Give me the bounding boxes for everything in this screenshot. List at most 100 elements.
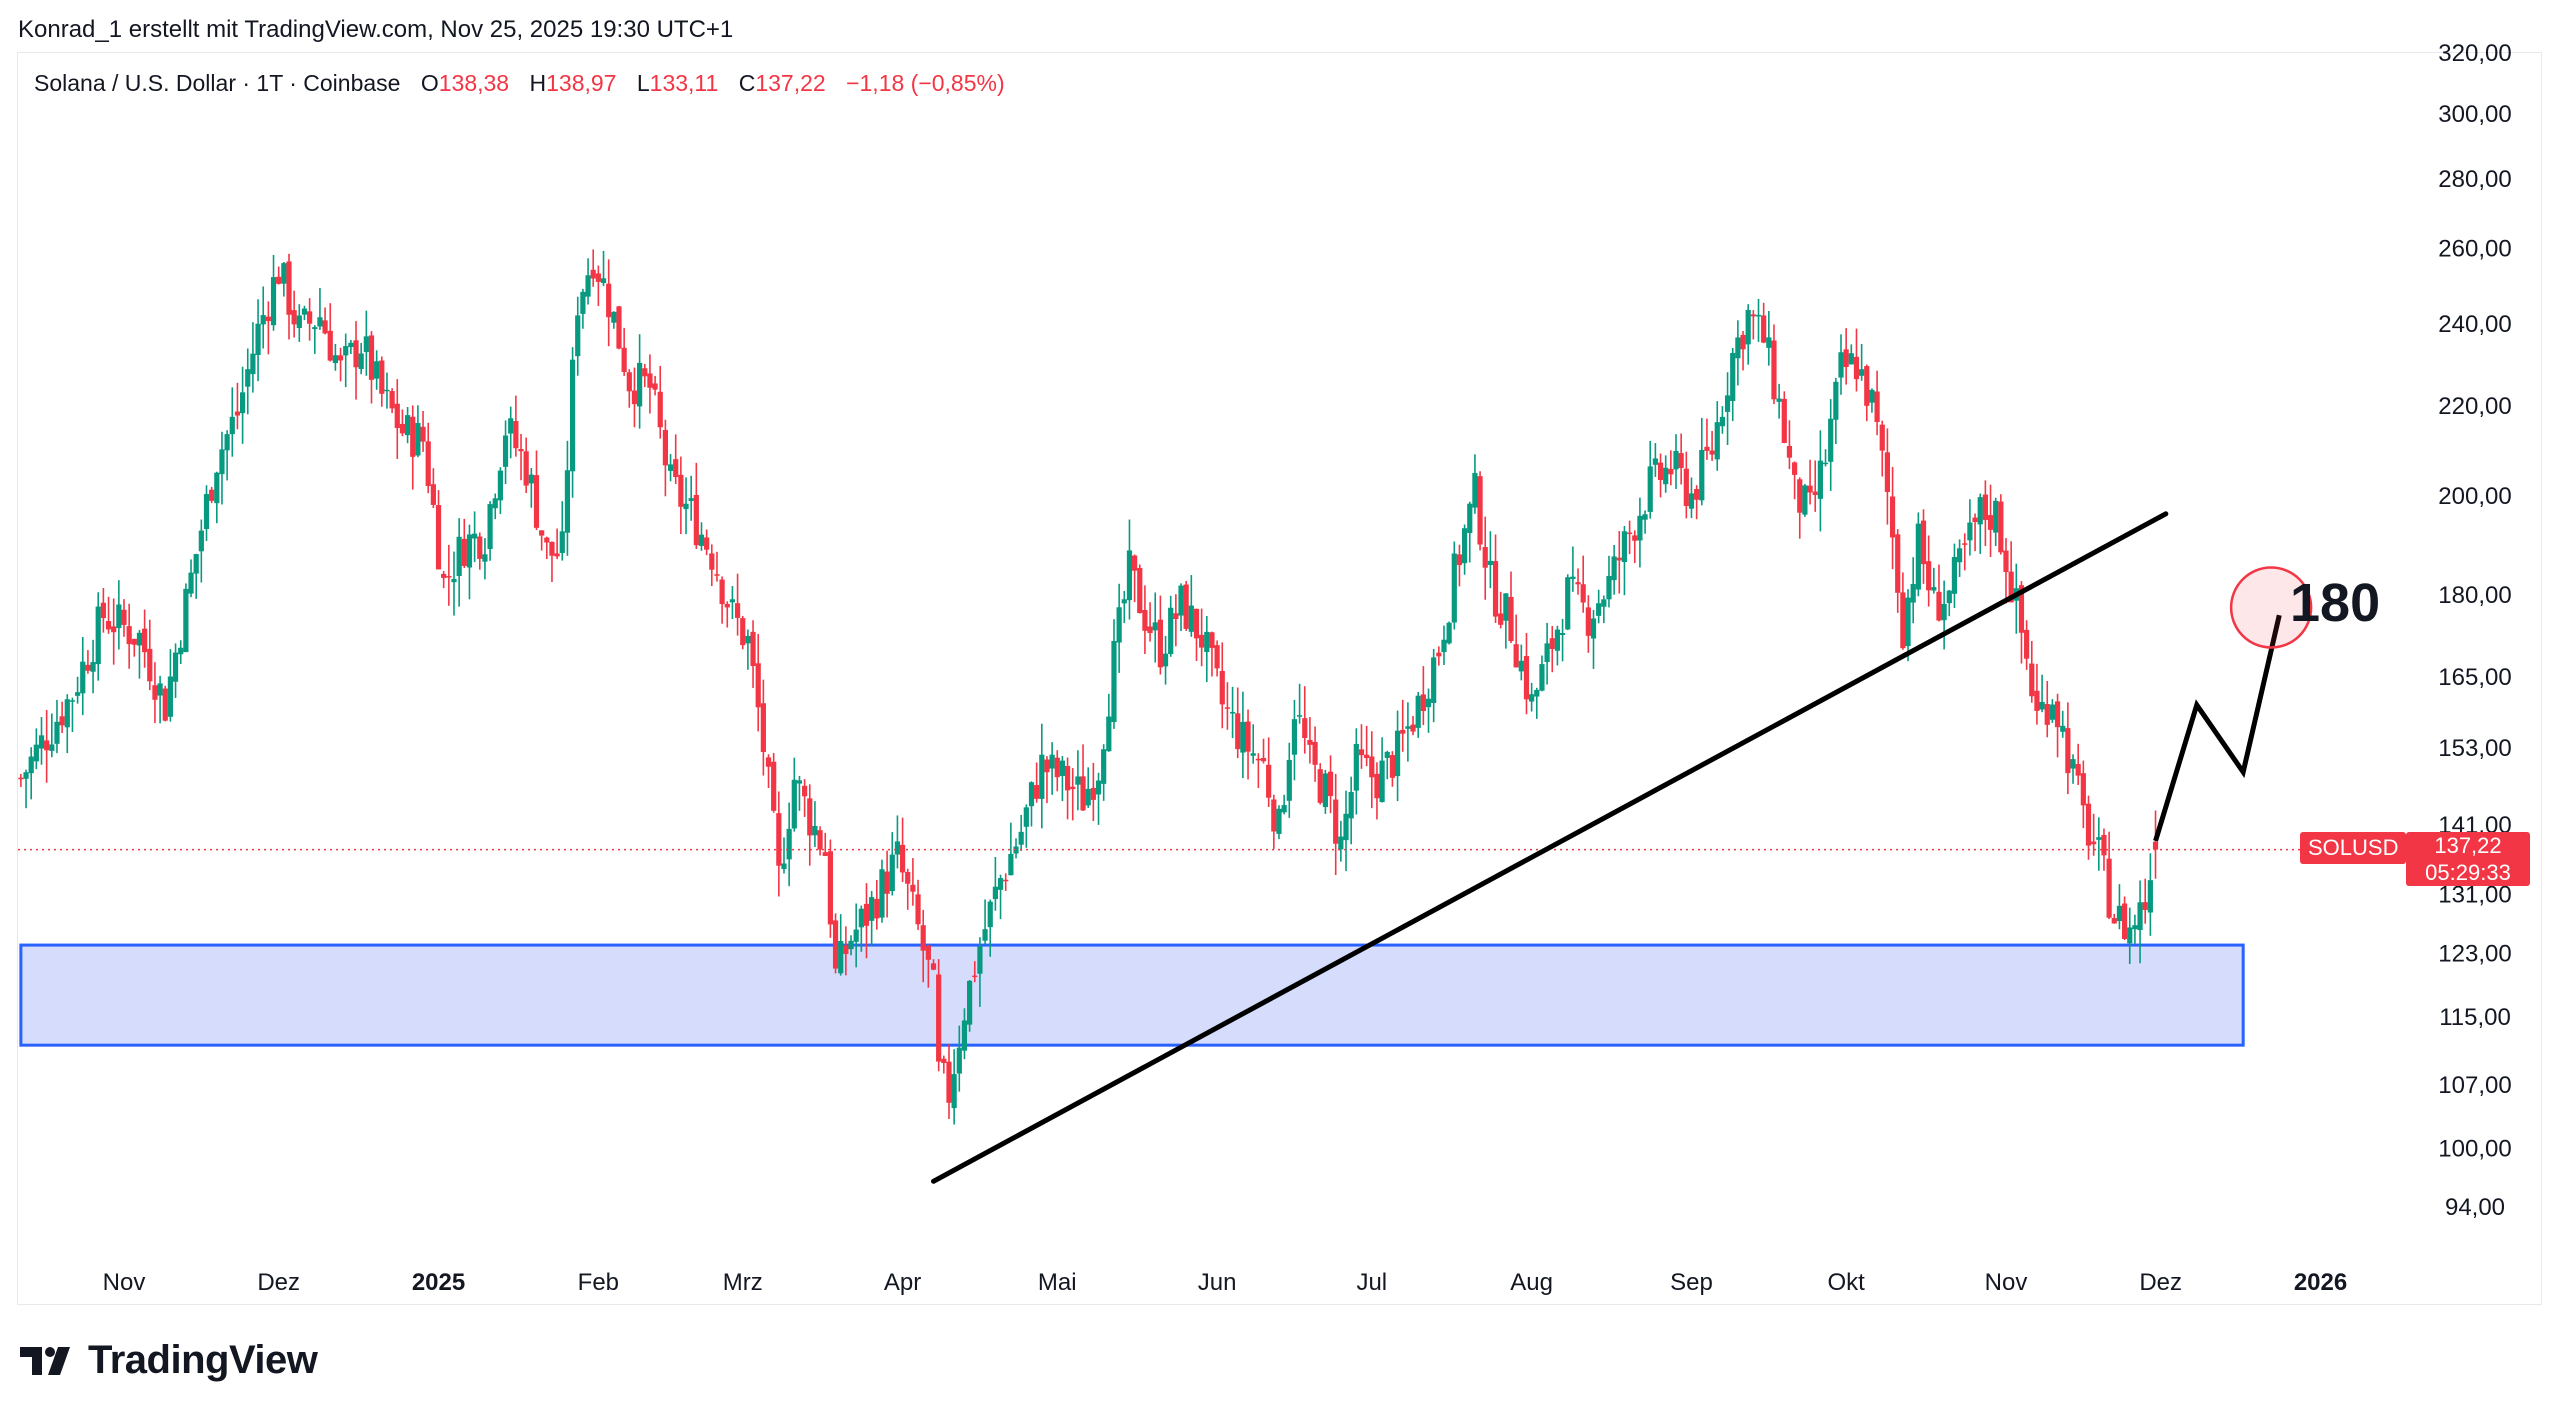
candle-body — [430, 484, 436, 505]
candle-body — [796, 780, 803, 784]
candle — [1797, 477, 1803, 539]
candle-body — [1446, 622, 1452, 644]
candle — [1668, 450, 1674, 486]
candle-body — [1745, 309, 1751, 345]
candle — [2070, 754, 2076, 784]
candle-body — [1781, 398, 1787, 443]
candle — [616, 305, 622, 350]
candle — [1219, 642, 1225, 729]
candle-body — [1554, 629, 1561, 651]
candle-body — [2024, 629, 2030, 659]
candle-body — [100, 602, 106, 619]
candle — [487, 501, 493, 561]
candle — [626, 369, 632, 408]
candle — [1090, 762, 1096, 822]
candle-body — [74, 692, 81, 696]
candle — [709, 544, 715, 586]
candle — [781, 837, 787, 874]
candle — [1446, 621, 1452, 645]
candle — [2101, 828, 2107, 871]
candle-body — [1410, 724, 1416, 732]
candle-body — [982, 929, 988, 941]
candle-body — [1503, 593, 1509, 621]
candle-body — [1039, 754, 1045, 799]
candle-body — [1327, 771, 1334, 797]
candle-body — [69, 700, 76, 702]
candle — [332, 343, 339, 371]
candle-body — [1132, 555, 1138, 571]
candle-body — [1441, 639, 1447, 653]
candle — [80, 636, 86, 716]
candle — [1781, 391, 1787, 444]
candle — [147, 619, 153, 691]
x-axis-tick-label: 2026 — [2294, 1269, 2347, 1296]
candle-body — [910, 884, 916, 892]
candle-body — [1786, 445, 1793, 458]
candle-body — [1162, 653, 1169, 667]
candle-body — [1534, 689, 1540, 697]
candle-body — [1998, 501, 2004, 553]
candle-body — [332, 355, 339, 364]
candle-body — [1982, 494, 1988, 520]
candle-body — [1018, 831, 1024, 845]
candle — [1946, 589, 1952, 617]
candle-body — [209, 489, 215, 501]
candle-body — [1910, 583, 1916, 603]
candle — [1266, 737, 1272, 807]
candle — [688, 475, 694, 521]
candle-body — [1663, 467, 1669, 485]
candle-body — [1307, 739, 1313, 745]
candle — [38, 717, 45, 765]
candle — [647, 354, 653, 414]
symbol-price-badge: SOLUSD — [2300, 832, 2407, 864]
candle-body — [327, 330, 333, 361]
candle-body — [642, 368, 648, 377]
candle — [142, 609, 148, 668]
y-axis-tick-label: 123,00 — [2438, 941, 2511, 968]
candle-body — [54, 721, 60, 744]
candle-body — [1291, 719, 1298, 755]
candle-body — [941, 1058, 947, 1064]
candle-body — [1590, 618, 1597, 639]
candle — [301, 305, 308, 321]
candle — [760, 679, 766, 776]
candle-body — [1142, 609, 1148, 631]
candle-body — [394, 403, 400, 429]
candle — [497, 467, 503, 515]
candle — [1951, 543, 1958, 609]
candle — [1647, 440, 1653, 519]
candle — [1271, 794, 1277, 849]
candle — [580, 288, 586, 329]
candle — [967, 980, 973, 1032]
bar-countdown: 05:29:33 — [2425, 860, 2511, 885]
candle — [312, 325, 318, 354]
candle — [1632, 530, 1638, 564]
candle-body — [178, 647, 184, 655]
candle — [559, 501, 565, 561]
candle-body — [214, 472, 220, 504]
candle — [2106, 831, 2112, 920]
y-axis-tick-label: 94,00 — [2445, 1194, 2505, 1221]
candle — [889, 832, 895, 896]
candle — [456, 518, 462, 607]
candle-body — [523, 451, 529, 486]
candle-body — [2147, 880, 2153, 913]
candle — [1616, 530, 1622, 594]
candle — [930, 959, 937, 971]
candle-body — [956, 1047, 962, 1074]
symbol-title[interactable]: Solana / U.S. Dollar · 1T · Coinbase — [34, 70, 401, 96]
candle-body — [559, 531, 565, 554]
candle-body — [38, 735, 45, 749]
candle-body — [1941, 603, 1947, 621]
candle-body — [399, 423, 406, 434]
tradingview-logo[interactable]: TradingView — [20, 1338, 318, 1383]
candle — [621, 327, 627, 376]
x-axis-tick-label: Mrz — [723, 1269, 763, 1296]
candle-body — [2096, 837, 2102, 840]
candle-body — [1529, 694, 1535, 702]
candle — [131, 638, 137, 657]
candle — [1786, 420, 1793, 470]
candle-body — [276, 276, 282, 284]
candle — [219, 431, 225, 505]
